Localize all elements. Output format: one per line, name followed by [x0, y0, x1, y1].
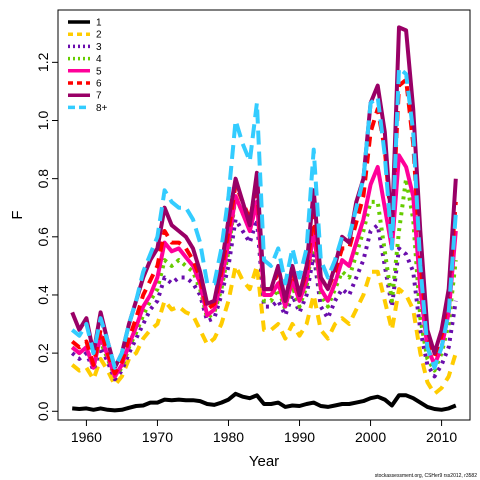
y-tick-label: 1.2: [35, 52, 51, 72]
y-axis: 0.0 0.2 0.4 0.6 0.8 1.0 1.2: [35, 52, 58, 421]
legend-label-7: 7: [96, 91, 102, 102]
series-line-4: [70, 176, 458, 379]
y-tick-label: 0.8: [35, 169, 51, 189]
x-tick-label: 1990: [284, 429, 315, 445]
series-line-8: [70, 66, 458, 370]
legend-label-8: 8+: [96, 103, 108, 114]
series-line-1: [72, 391, 457, 413]
y-axis-title: F: [9, 210, 26, 219]
x-tick-label: 1980: [213, 429, 244, 445]
x-tick-label: 1960: [71, 429, 102, 445]
legend-label-2: 2: [96, 30, 102, 41]
legend-label-1: 1: [96, 18, 102, 29]
legend-label-3: 3: [96, 42, 102, 53]
y-tick-label: 0.2: [35, 343, 51, 363]
x-tick-label: 2000: [355, 429, 386, 445]
y-tick-label: 1.0: [35, 111, 51, 131]
legend-label-4: 4: [96, 54, 102, 65]
footer-note: stockassessment.org, CSHer9 rss2012, r35…: [375, 473, 477, 479]
legend-label-6: 6: [96, 79, 102, 90]
series-line-2: [70, 263, 458, 396]
x-axis-title: Year: [249, 453, 279, 470]
plot-frame: [57, 9, 471, 421]
y-tick-label: 0.6: [35, 227, 51, 247]
x-tick-label: 2010: [426, 429, 457, 445]
x-tick-label: 1970: [142, 429, 173, 445]
x-axis: 1960 1970 1980 1990 2000 2010: [71, 420, 457, 445]
y-tick-label: 0.4: [35, 285, 51, 305]
legend-label-5: 5: [96, 66, 102, 77]
y-tick-label: 0.0: [35, 401, 51, 421]
series-layer: [70, 25, 458, 413]
